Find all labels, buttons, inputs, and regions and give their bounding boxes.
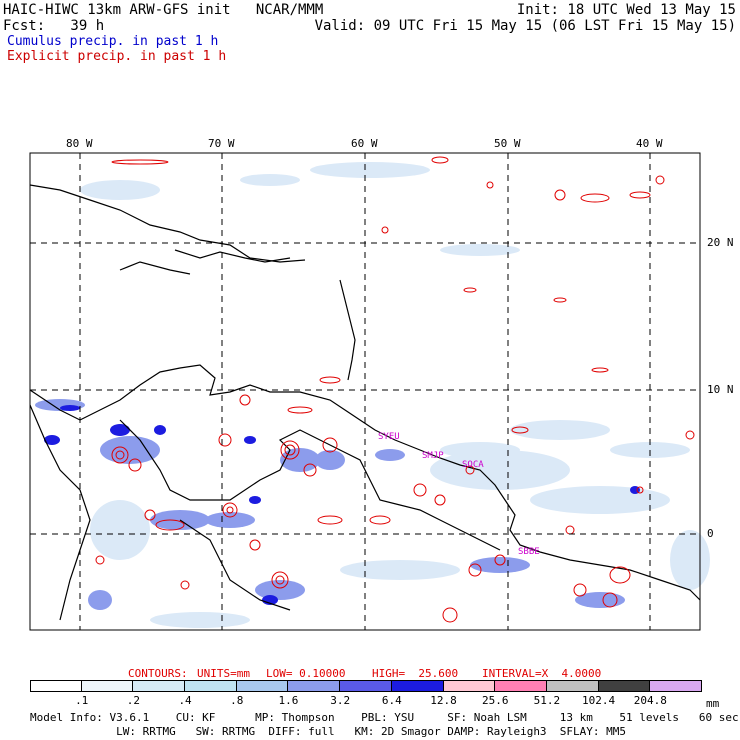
explicit-precip-contours bbox=[95, 156, 695, 623]
colorbar-cell bbox=[495, 680, 547, 692]
colorbar-cell bbox=[133, 680, 186, 692]
colorbar-label: .2 bbox=[126, 694, 140, 707]
colorbar-cell bbox=[236, 680, 289, 692]
lat-label-0: 0 bbox=[707, 527, 714, 540]
lat-label-20n: 20 N bbox=[707, 236, 734, 249]
colorbar-cell bbox=[30, 680, 82, 692]
contour-info-interval: INTERVAL=X 4.0000 bbox=[482, 667, 602, 680]
lat-label-10n: 10 N bbox=[707, 383, 734, 396]
colorbar-cell bbox=[288, 680, 341, 692]
station-label-sbbe: SBBE bbox=[518, 547, 540, 557]
contour-info-low: LOW= 0.10000 bbox=[266, 667, 346, 680]
colorbar-cell bbox=[340, 680, 392, 692]
colorbar-label: 204.8 bbox=[633, 694, 667, 707]
colorbar-label: .8 bbox=[230, 694, 244, 707]
colorbar-label: 25.6 bbox=[481, 694, 509, 707]
colorbar-label: .1 bbox=[75, 694, 89, 707]
init-time: Init: 18 UTC Wed 13 May 15 bbox=[516, 2, 736, 18]
colorbar-cell bbox=[546, 680, 599, 692]
lon-label-80w: 80 W bbox=[66, 137, 93, 150]
station-label-smjp: SMJP bbox=[422, 451, 444, 461]
colorbar-label: 1.6 bbox=[278, 694, 299, 707]
explicit-precip-label: Explicit precip. in past 1 h bbox=[7, 49, 227, 64]
colorbar-label: .4 bbox=[178, 694, 192, 707]
lon-label-50w: 50 W bbox=[494, 137, 521, 150]
forecast-hour: Fcst: 39 h bbox=[3, 18, 105, 34]
contour-info-units: UNITS=mm bbox=[197, 667, 250, 680]
graticule bbox=[30, 153, 700, 630]
cumulus-precip-shading bbox=[35, 162, 710, 628]
colorbar-label: 3.2 bbox=[330, 694, 351, 707]
model-info-line2: LW: RRTMG SW: RRTMG DIFF: full KM: 2D Sm… bbox=[30, 725, 627, 738]
colorbar-cell bbox=[443, 680, 496, 692]
colorbar-label: 51.2 bbox=[533, 694, 561, 707]
coastlines bbox=[29, 184, 701, 621]
model-title: HAIC-HIWC 13km ARW-GFS init NCAR/MMM bbox=[3, 2, 324, 18]
map-frame bbox=[29, 152, 701, 631]
colorbar-label: 102.4 bbox=[582, 694, 616, 707]
colorbar-unit: mm bbox=[706, 697, 720, 710]
contour-info-high: HIGH= 25.600 bbox=[372, 667, 459, 680]
contour-info-contours: CONTOURS: bbox=[128, 667, 188, 680]
lon-label-40w: 40 W bbox=[636, 137, 663, 150]
colorbar-cell bbox=[185, 680, 237, 692]
station-label-soca: SOCA bbox=[462, 460, 484, 470]
colorbar-label: 12.8 bbox=[430, 694, 457, 707]
colorbar-cell bbox=[391, 680, 444, 692]
cumulus-precip-label: Cumulus precip. in past 1 h bbox=[7, 34, 219, 49]
valid-time: Valid: 09 UTC Fri 15 May 15 (06 LST Fri … bbox=[314, 18, 736, 34]
colorbar-cell bbox=[650, 680, 702, 692]
model-info-line1: Model Info: V3.6.1 CU: KF MP: Thompson P… bbox=[30, 711, 739, 724]
station-label-syeu: SYEU bbox=[378, 432, 400, 442]
lon-label-60w: 60 W bbox=[351, 137, 378, 150]
colorbar-cell bbox=[81, 680, 134, 692]
lon-label-70w: 70 W bbox=[208, 137, 235, 150]
colorbar-cell bbox=[598, 680, 651, 692]
colorbar-label: 6.4 bbox=[381, 694, 402, 707]
